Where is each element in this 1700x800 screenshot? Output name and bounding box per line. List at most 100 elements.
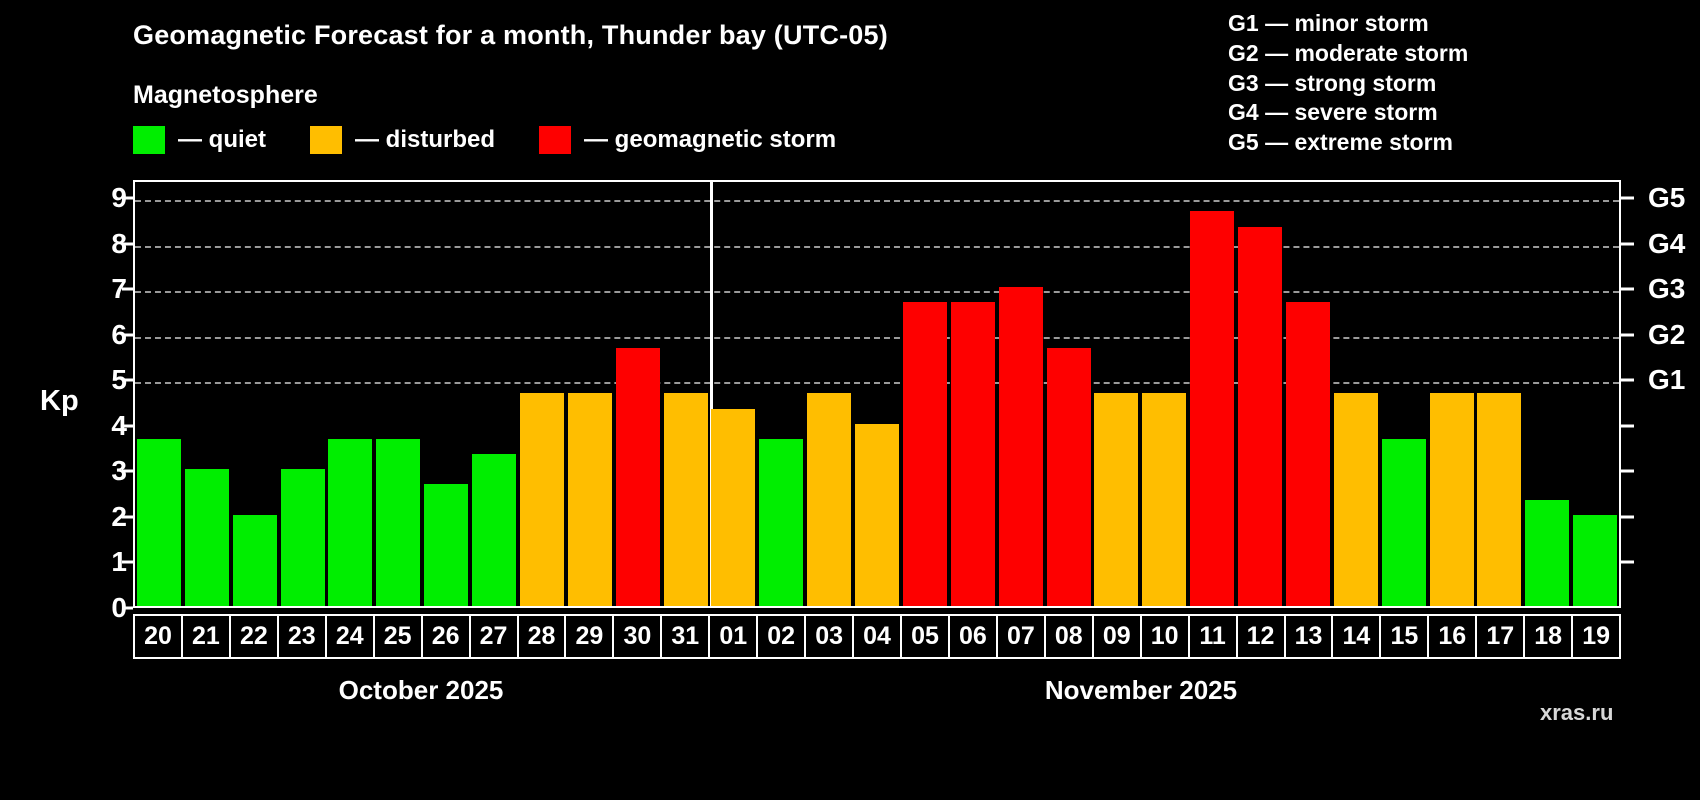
bar-06 bbox=[950, 302, 995, 606]
bar-01 bbox=[711, 408, 756, 606]
day-label-13: 13 bbox=[1283, 614, 1334, 659]
plot-area bbox=[133, 180, 1621, 608]
day-label-28: 28 bbox=[516, 614, 567, 659]
month-separator bbox=[709, 182, 713, 606]
bar-cell bbox=[1284, 182, 1332, 606]
day-label-17: 17 bbox=[1475, 614, 1526, 659]
bar-26 bbox=[424, 484, 469, 606]
y-tick-label-9: 9 bbox=[111, 182, 127, 214]
bar-cell bbox=[374, 182, 422, 606]
day-label-12: 12 bbox=[1235, 614, 1286, 659]
day-label-02: 02 bbox=[756, 614, 807, 659]
day-label-03: 03 bbox=[804, 614, 855, 659]
bar-05 bbox=[902, 302, 947, 606]
day-label-18: 18 bbox=[1523, 614, 1574, 659]
bar-cell bbox=[327, 182, 375, 606]
y-tick-label-0: 0 bbox=[111, 592, 127, 623]
bar-19 bbox=[1573, 514, 1618, 606]
day-label-25: 25 bbox=[372, 614, 423, 659]
day-label-24: 24 bbox=[324, 614, 375, 659]
bar-cell bbox=[135, 182, 183, 606]
legend-label-disturbed: — disturbed bbox=[355, 126, 496, 153]
bar-31 bbox=[663, 393, 708, 606]
g-tick-mark-7 bbox=[1621, 287, 1634, 291]
bar-cell bbox=[1188, 182, 1236, 606]
bar-cell bbox=[231, 182, 279, 606]
bar-cell bbox=[1140, 182, 1188, 606]
y-tick-mark-2 bbox=[122, 515, 133, 519]
magnetosphere-label: Magnetosphere bbox=[133, 81, 318, 109]
bar-cell bbox=[566, 182, 614, 606]
storm-scale-line-1: G1 — minor storm bbox=[1228, 10, 1429, 36]
month-label: November 2025 bbox=[1044, 675, 1238, 705]
legend-swatch-quiet bbox=[133, 126, 165, 154]
watermark: xras.ru bbox=[1540, 700, 1614, 725]
day-label-11: 11 bbox=[1187, 614, 1238, 659]
g-tick-label-G1: G1 bbox=[1648, 364, 1686, 396]
y-tick-label-2: 2 bbox=[111, 500, 127, 532]
y-tick-label-3: 3 bbox=[111, 455, 127, 487]
y-tick-mark-8 bbox=[122, 242, 133, 246]
bar-cell bbox=[422, 182, 470, 606]
g-tick-label-G5: G5 bbox=[1648, 182, 1686, 214]
bar-20 bbox=[136, 438, 181, 606]
gridline-5 bbox=[135, 382, 1619, 385]
bar-25 bbox=[376, 438, 421, 606]
g-tick-mark-8 bbox=[1621, 242, 1634, 246]
day-label-23: 23 bbox=[276, 614, 327, 659]
day-label-20: 20 bbox=[133, 614, 183, 659]
day-label-07: 07 bbox=[995, 614, 1046, 659]
legend-swatch-disturbed bbox=[310, 126, 342, 154]
y-tick-label-1: 1 bbox=[111, 546, 127, 578]
bar-02 bbox=[759, 438, 804, 606]
bar-cell bbox=[949, 182, 997, 606]
day-label-04: 04 bbox=[852, 614, 902, 659]
day-label-29: 29 bbox=[564, 614, 615, 659]
y-tick-mark-0 bbox=[122, 606, 133, 610]
bar-18 bbox=[1525, 499, 1570, 606]
legend-item-quiet: — quiet bbox=[133, 126, 266, 154]
bar-16 bbox=[1429, 393, 1474, 606]
bar-13 bbox=[1285, 302, 1330, 606]
bar-cell bbox=[614, 182, 662, 606]
gridline-8 bbox=[135, 245, 1619, 248]
bar-09 bbox=[1094, 393, 1139, 606]
g-tick-label-G3: G3 bbox=[1648, 273, 1686, 305]
bar-cell bbox=[662, 182, 710, 606]
day-label-08: 08 bbox=[1043, 614, 1094, 659]
legend-swatch-storm bbox=[539, 126, 572, 154]
bar-cell bbox=[1476, 182, 1524, 606]
legend-item-disturbed: — disturbed bbox=[310, 126, 495, 154]
bar-cell bbox=[710, 182, 758, 606]
storm-scale-legend: G1 — minor storm G2 — moderate storm G3 — … bbox=[1228, 9, 1468, 158]
g-tick-mark-5 bbox=[1621, 378, 1634, 382]
day-label-15: 15 bbox=[1379, 614, 1430, 659]
g-tick-mark-4 bbox=[1621, 424, 1634, 428]
bar-03 bbox=[807, 393, 852, 606]
bar-10 bbox=[1142, 393, 1187, 606]
bar-cell bbox=[805, 182, 853, 606]
y-tick-mark-7 bbox=[122, 287, 133, 291]
y-tick-mark-5 bbox=[122, 378, 133, 382]
bar-27 bbox=[472, 454, 517, 606]
y-tick-label-8: 8 bbox=[111, 227, 127, 259]
storm-scale-line-4: G4 — severe storm bbox=[1228, 99, 1438, 126]
bar-07 bbox=[998, 287, 1043, 606]
g-tick-label-G4: G4 bbox=[1648, 227, 1686, 259]
month-labels: October 2025 November 2025 bbox=[133, 675, 1621, 715]
bar-cell bbox=[1428, 182, 1476, 606]
bar-15 bbox=[1381, 438, 1426, 606]
bar-cell bbox=[1236, 182, 1284, 606]
bar-cell bbox=[470, 182, 518, 606]
bar-cell bbox=[518, 182, 566, 606]
gridline-6 bbox=[135, 336, 1619, 339]
bar-24 bbox=[328, 438, 373, 606]
bar-cell bbox=[1045, 182, 1093, 606]
bar-17 bbox=[1477, 393, 1522, 606]
bar-cell bbox=[1093, 182, 1141, 606]
day-label-30: 30 bbox=[612, 614, 663, 659]
bar-14 bbox=[1333, 393, 1378, 606]
y-tick-mark-4 bbox=[122, 424, 133, 428]
bar-cell bbox=[853, 182, 901, 606]
